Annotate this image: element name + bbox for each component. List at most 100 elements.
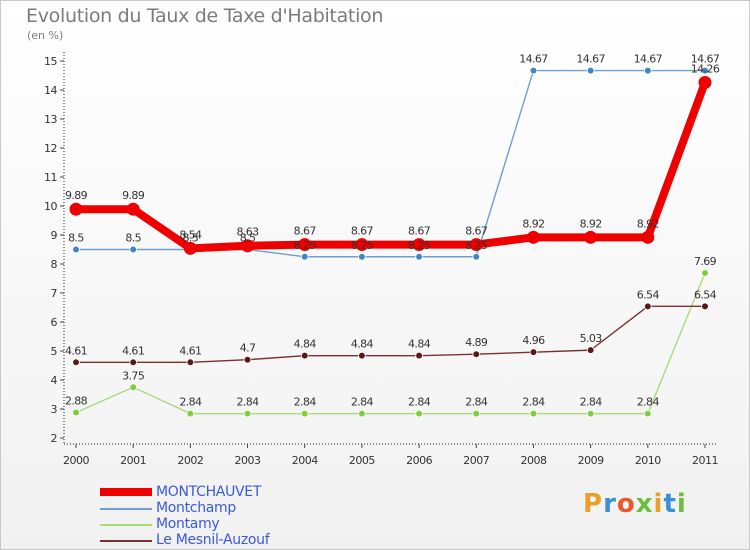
- data-label: 2.84: [408, 396, 431, 409]
- y-tick-label: 7: [51, 287, 58, 300]
- y-tick-label: 2: [51, 432, 58, 445]
- data-label: 9.89: [122, 189, 145, 202]
- series-point-0: [641, 230, 655, 244]
- data-label: 8.25: [294, 239, 317, 252]
- data-label: 2.84: [637, 396, 660, 409]
- data-label: 8.5: [125, 232, 141, 245]
- series-point-2: [701, 269, 709, 277]
- series-point-3: [243, 355, 252, 364]
- data-label: 8.92: [637, 217, 659, 230]
- data-label: 8.5: [240, 232, 256, 245]
- series-point-1: [529, 66, 538, 75]
- series-point-0: [469, 238, 483, 252]
- series-point-1: [472, 252, 481, 261]
- y-tick-label: 3: [51, 403, 58, 416]
- data-label: 2.88: [65, 394, 88, 407]
- data-label: 14.67: [691, 53, 720, 66]
- y-tick-label: 11: [44, 171, 57, 184]
- data-label: 4.84: [408, 338, 431, 351]
- data-label: 2.84: [294, 396, 317, 409]
- series-point-1: [415, 252, 423, 261]
- series-point-1: [586, 66, 595, 75]
- x-tick-label: 2011: [692, 454, 718, 467]
- y-tick-label: 12: [44, 142, 57, 155]
- chart-title: Evolution du Taux de Taxe d'Habitation: [26, 5, 384, 27]
- data-label: 7.69: [694, 255, 717, 268]
- data-label: 2.84: [179, 396, 202, 409]
- series-point-2: [586, 409, 595, 418]
- chart-unit-label: (en %): [27, 29, 64, 42]
- x-tick-label: 2005: [349, 454, 375, 467]
- series-point-2: [243, 409, 252, 418]
- x-tick-label: 2010: [635, 454, 661, 467]
- data-label: 8.67: [294, 225, 317, 238]
- x-tick-label: 2003: [235, 454, 261, 467]
- series-line-1: [75, 69, 706, 258]
- y-tick-label: 10: [44, 200, 57, 213]
- x-tick-label: 2004: [292, 454, 318, 467]
- series-point-3: [701, 302, 709, 311]
- y-tick-label: 4: [51, 374, 58, 387]
- data-label: 4.61: [65, 344, 87, 357]
- series-point-0: [526, 230, 540, 244]
- data-label: 4.96: [522, 334, 545, 347]
- data-label: 4.89: [465, 336, 488, 349]
- data-label: 8.54: [179, 228, 202, 241]
- data-label: 8.5: [183, 232, 199, 245]
- series-point-2: [129, 383, 137, 392]
- series-point-2: [300, 409, 309, 418]
- legend-label: Le Mesnil-Auzouf: [156, 532, 270, 548]
- legend-swatch: [100, 524, 152, 526]
- series-line-3: [75, 305, 706, 364]
- y-tick-label: 6: [51, 316, 58, 329]
- series-point-0: [355, 238, 369, 252]
- data-label: 2.84: [522, 396, 545, 409]
- data-label: 4.61: [179, 344, 201, 357]
- legend-label: Montchamp: [156, 500, 236, 516]
- series-point-2: [358, 409, 366, 418]
- x-tick-label: 2008: [520, 454, 546, 467]
- data-label: 8.67: [351, 225, 374, 238]
- x-tick-label: 2009: [578, 454, 604, 467]
- series-point-2: [472, 409, 481, 418]
- x-tick-label: 2002: [177, 454, 203, 467]
- data-label: 14.67: [519, 53, 548, 66]
- series-point-3: [415, 351, 423, 360]
- series-point-0: [241, 239, 255, 253]
- data-label: 8.25: [465, 239, 488, 252]
- data-label: 2.84: [236, 396, 259, 409]
- series-point-0: [584, 230, 598, 244]
- y-tick-label: 15: [44, 55, 57, 68]
- data-label: 14.67: [634, 53, 663, 66]
- series-point-2: [415, 409, 423, 418]
- x-tick-label: 2001: [120, 454, 146, 467]
- data-label: 5.03: [580, 332, 603, 345]
- data-label: 8.25: [408, 239, 431, 252]
- legend-swatch: [100, 540, 152, 542]
- series-point-1: [644, 66, 652, 75]
- series-line-0: [72, 78, 709, 253]
- y-tick-label: 13: [44, 113, 57, 126]
- series-point-2: [529, 409, 538, 418]
- data-label: 2.84: [580, 396, 603, 409]
- series-point-0: [412, 238, 426, 252]
- data-label: 8.63: [236, 226, 259, 239]
- series-point-1: [72, 245, 80, 254]
- data-label: 2.84: [465, 396, 488, 409]
- data-label: 8.5: [68, 232, 84, 245]
- y-tick-label: 14: [44, 84, 57, 97]
- data-label: 2.84: [351, 396, 374, 409]
- data-label: 8.25: [351, 239, 374, 252]
- data-label: 4.84: [294, 338, 317, 351]
- series-point-3: [529, 348, 538, 356]
- series-point-2: [644, 409, 652, 418]
- series-point-3: [300, 351, 309, 360]
- x-tick-label: 2007: [463, 454, 489, 467]
- series-point-3: [586, 346, 595, 354]
- x-tick-label: 2000: [63, 454, 89, 467]
- data-label: 4.61: [122, 344, 144, 357]
- series-point-3: [358, 351, 366, 360]
- data-label: 14.67: [576, 53, 605, 66]
